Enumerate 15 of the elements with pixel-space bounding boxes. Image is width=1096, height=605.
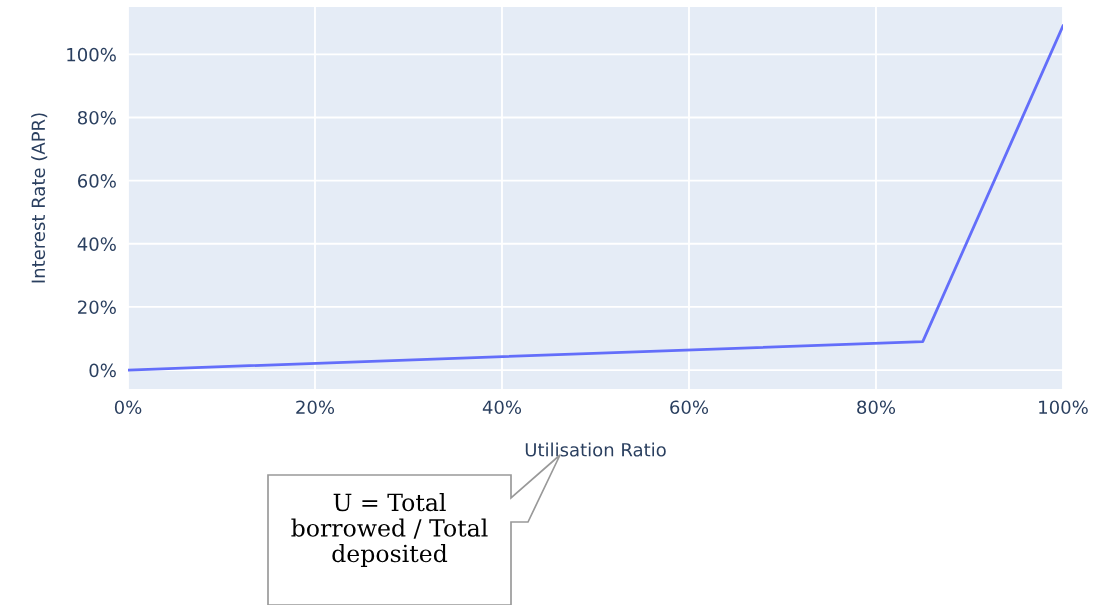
x-tick-label: 0% — [114, 400, 142, 415]
y-axis-title: Interest Rate (APR) — [31, 113, 48, 283]
y-tick-label: 0% — [89, 363, 116, 378]
y-tick-label: 100% — [67, 47, 116, 62]
y-tick-label: 40% — [77, 237, 116, 251]
x-axis-title: Utilisation Ratio — [525, 442, 666, 457]
x-tick-label: 40% — [482, 400, 522, 415]
text: U = Total borrowed / Total deposited — [291, 493, 488, 567]
x-tick-label: 20% — [296, 400, 335, 415]
y-tick-label: 20% — [78, 300, 116, 315]
x-tick-label: 100% — [1039, 400, 1088, 415]
x-tick-label: 80% — [857, 400, 896, 415]
y-tick-label: 60% — [78, 174, 116, 188]
y-tick-label: 80% — [77, 110, 116, 125]
x-tick-label: 60% — [670, 400, 709, 415]
